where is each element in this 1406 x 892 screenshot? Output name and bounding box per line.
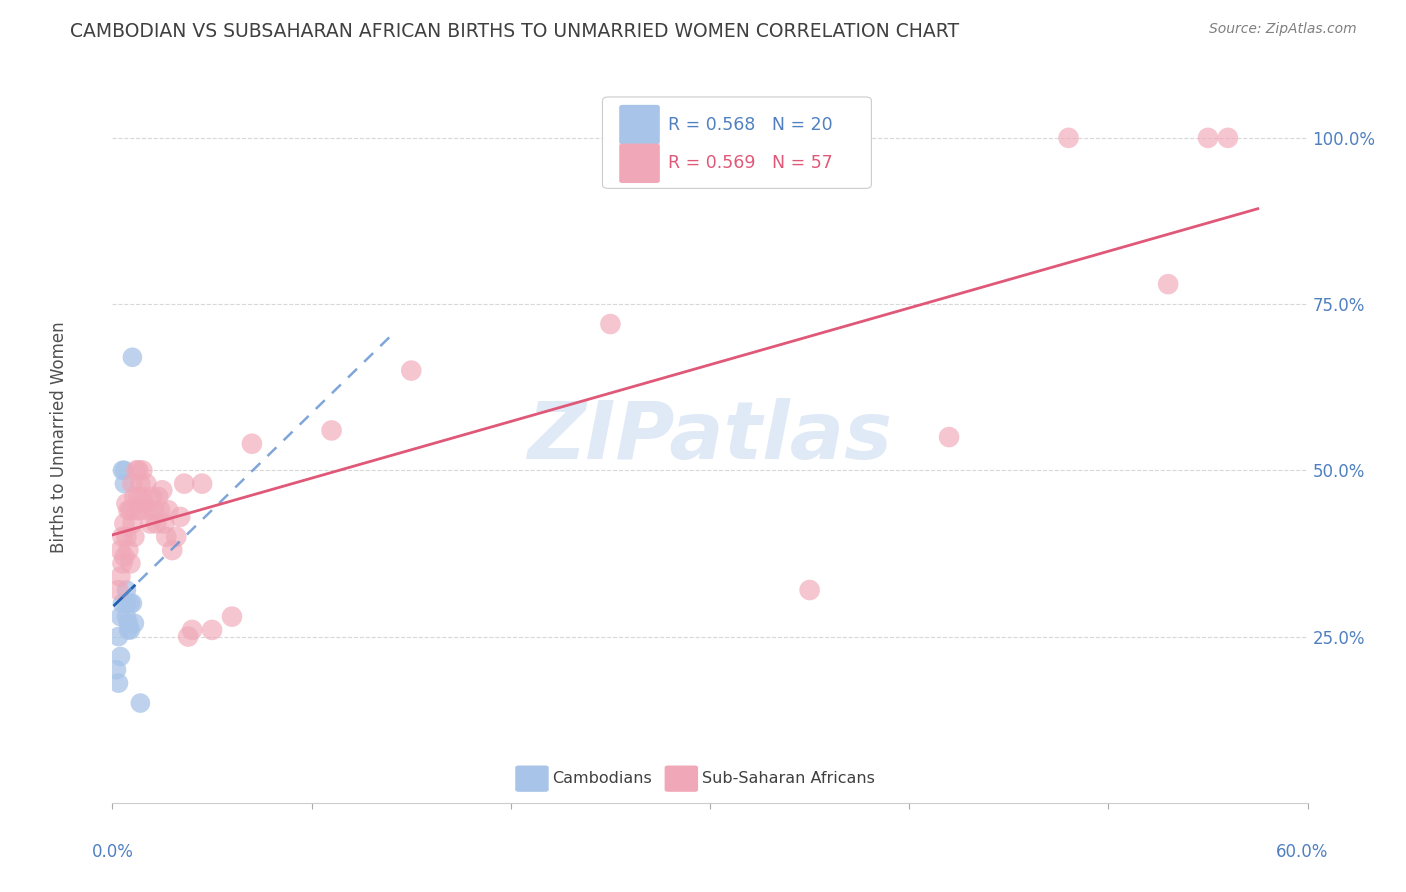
Point bbox=[124, 616, 146, 631]
Point bbox=[117, 616, 139, 631]
Point bbox=[145, 516, 167, 531]
Point bbox=[148, 490, 170, 504]
Point bbox=[117, 623, 139, 637]
FancyBboxPatch shape bbox=[665, 765, 699, 792]
Text: Cambodians: Cambodians bbox=[553, 772, 652, 786]
Text: ZIPatlas: ZIPatlas bbox=[527, 398, 893, 476]
FancyBboxPatch shape bbox=[515, 765, 548, 792]
Point bbox=[115, 530, 138, 544]
Point bbox=[110, 543, 132, 558]
Point bbox=[111, 530, 134, 544]
Text: 0.0%: 0.0% bbox=[91, 843, 134, 861]
Point bbox=[129, 503, 152, 517]
Point bbox=[177, 630, 200, 644]
Point bbox=[201, 623, 224, 637]
Point bbox=[1216, 131, 1239, 145]
Point bbox=[165, 530, 187, 544]
Point bbox=[125, 463, 148, 477]
Point bbox=[191, 476, 214, 491]
Point bbox=[114, 549, 135, 564]
Point bbox=[114, 463, 135, 477]
Text: Source: ZipAtlas.com: Source: ZipAtlas.com bbox=[1209, 22, 1357, 37]
Point bbox=[141, 490, 163, 504]
Point bbox=[110, 570, 132, 584]
Point bbox=[221, 609, 243, 624]
Point bbox=[121, 596, 143, 610]
Point bbox=[157, 503, 180, 517]
Point bbox=[173, 476, 195, 491]
Point bbox=[181, 623, 204, 637]
Point bbox=[120, 503, 142, 517]
Point bbox=[107, 582, 129, 597]
Point bbox=[121, 476, 143, 491]
Point bbox=[799, 582, 821, 597]
Point bbox=[115, 582, 138, 597]
Point bbox=[120, 596, 142, 610]
Point bbox=[110, 609, 132, 624]
Point bbox=[110, 649, 132, 664]
Point bbox=[111, 463, 134, 477]
Point bbox=[115, 497, 138, 511]
Text: CAMBODIAN VS SUBSAHARAN AFRICAN BIRTHS TO UNMARRIED WOMEN CORRELATION CHART: CAMBODIAN VS SUBSAHARAN AFRICAN BIRTHS T… bbox=[70, 22, 959, 41]
Point bbox=[321, 424, 343, 438]
Point bbox=[129, 476, 152, 491]
Point bbox=[143, 503, 166, 517]
Point bbox=[149, 503, 172, 517]
Point bbox=[169, 509, 191, 524]
Point bbox=[1197, 131, 1219, 145]
Point bbox=[129, 696, 152, 710]
Point bbox=[107, 676, 129, 690]
Point bbox=[938, 430, 960, 444]
Point bbox=[1057, 131, 1080, 145]
Point bbox=[121, 516, 143, 531]
Text: R = 0.568   N = 20: R = 0.568 N = 20 bbox=[668, 116, 832, 134]
Point bbox=[139, 516, 162, 531]
Text: 60.0%: 60.0% bbox=[1277, 843, 1329, 861]
Point bbox=[115, 609, 138, 624]
Point bbox=[134, 497, 156, 511]
Point bbox=[599, 317, 621, 331]
Point bbox=[124, 490, 146, 504]
Point bbox=[111, 557, 134, 571]
Point bbox=[120, 557, 142, 571]
Point bbox=[401, 363, 423, 377]
Point bbox=[127, 490, 149, 504]
Text: R = 0.569   N = 57: R = 0.569 N = 57 bbox=[668, 154, 832, 172]
Point bbox=[127, 463, 149, 477]
Point bbox=[124, 530, 146, 544]
Point bbox=[114, 476, 135, 491]
Text: Births to Unmarried Women: Births to Unmarried Women bbox=[49, 321, 67, 553]
Point bbox=[125, 503, 148, 517]
Point bbox=[120, 623, 142, 637]
FancyBboxPatch shape bbox=[603, 97, 872, 188]
Point bbox=[135, 476, 157, 491]
Point bbox=[117, 503, 139, 517]
Point bbox=[121, 351, 143, 365]
Point bbox=[107, 630, 129, 644]
Point bbox=[131, 490, 153, 504]
Point bbox=[240, 436, 263, 450]
Point bbox=[1157, 277, 1180, 292]
FancyBboxPatch shape bbox=[619, 105, 659, 145]
Point bbox=[117, 543, 139, 558]
Point bbox=[114, 516, 135, 531]
Point bbox=[150, 483, 173, 498]
Point bbox=[155, 530, 177, 544]
Point bbox=[105, 663, 128, 677]
FancyBboxPatch shape bbox=[619, 144, 659, 183]
Point bbox=[131, 463, 153, 477]
Point bbox=[153, 516, 176, 531]
Point bbox=[111, 596, 134, 610]
Point bbox=[115, 596, 138, 610]
Point bbox=[162, 543, 183, 558]
Text: Sub-Saharan Africans: Sub-Saharan Africans bbox=[702, 772, 875, 786]
Point bbox=[138, 503, 160, 517]
